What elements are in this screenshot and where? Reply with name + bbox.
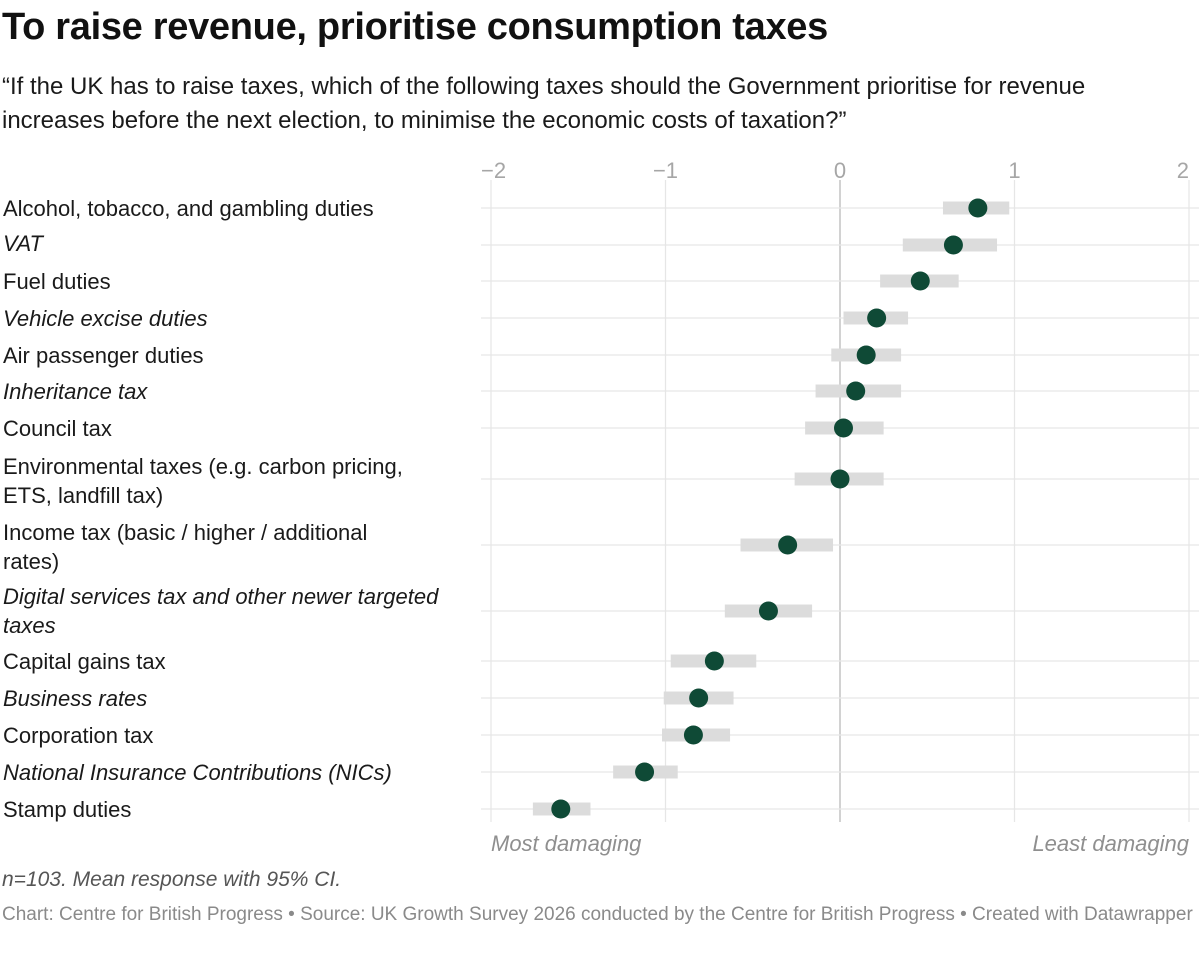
category-label-line: taxes [3, 613, 56, 638]
category-label-line: Environmental taxes (e.g. carbon pricing… [3, 454, 403, 479]
mean-dot [856, 345, 876, 365]
axis-end-labels: Most damaging Least damaging [491, 831, 1190, 856]
mean-dot [830, 469, 850, 489]
category-label: Stamp duties [3, 797, 131, 822]
source-footer: Chart: Centre for British Progress • Sou… [2, 904, 1193, 925]
sample-note: n=103. Mean response with 95% CI. [2, 868, 342, 891]
category-label-line: Income tax (basic / higher / additional [3, 520, 367, 545]
mean-dot [689, 688, 709, 708]
chart-subtitle: “If the UK has to raise taxes, which of … [2, 73, 1086, 134]
x-axis-ticks: −2 −1 0 1 2 [481, 158, 1189, 183]
x-end-label-left: Most damaging [491, 831, 642, 856]
category-label: Corporation tax [3, 723, 153, 748]
category-label: Council tax [3, 416, 112, 441]
category-label: Alcohol, tobacco, and gambling duties [3, 196, 374, 221]
category-label: Digital services tax and other newer tar… [3, 584, 439, 638]
category-label-line: VAT [3, 231, 45, 256]
chart-title: To raise revenue, prioritise consumption… [2, 6, 828, 48]
mean-dot [910, 271, 930, 291]
category-label-line: Business rates [3, 686, 147, 711]
x-tick-label: 0 [834, 158, 846, 183]
category-label-line: Corporation tax [3, 723, 153, 748]
category-label: Vehicle excise duties [3, 306, 208, 331]
mean-dot [968, 198, 988, 218]
category-label: Environmental taxes (e.g. carbon pricing… [3, 454, 403, 508]
category-label-line: Fuel duties [3, 269, 111, 294]
category-label: Income tax (basic / higher / additional r… [3, 520, 367, 574]
data-marks [532, 198, 1010, 819]
category-label: Inheritance tax [3, 379, 148, 404]
x-tick-label: 2 [1177, 158, 1189, 183]
mean-dot [683, 725, 703, 745]
mean-dot [635, 762, 655, 782]
category-label-line: Inheritance tax [3, 379, 148, 404]
grid-layer [481, 180, 1199, 822]
category-labels: Alcohol, tobacco, and gambling duties VAT… [3, 196, 439, 822]
x-tick-label: −1 [653, 158, 678, 183]
mean-dot [778, 535, 798, 555]
category-label-line: rates) [3, 549, 59, 574]
mean-dot [846, 381, 866, 401]
mean-dot [758, 601, 778, 621]
x-tick-label: −2 [481, 158, 506, 183]
x-tick-label: 1 [1008, 158, 1020, 183]
category-label-line: Council tax [3, 416, 112, 441]
dot-plot-chart: −2 −1 0 1 2 Alcohol, tobacco, and gambling d… [3, 158, 1199, 856]
category-label-line: Digital services tax and other newer tar… [3, 584, 439, 609]
category-label: National Insurance Contributions (NICs) [3, 760, 392, 785]
mean-dot [704, 651, 724, 671]
mean-dot [551, 799, 571, 819]
category-label-line: ETS, landfill tax) [3, 483, 163, 508]
category-label: Capital gains tax [3, 649, 166, 674]
mean-dot [833, 418, 853, 438]
mean-dot [943, 235, 963, 255]
mean-dot [867, 308, 887, 328]
category-label: Air passenger duties [3, 343, 204, 368]
x-end-label-right: Least damaging [1032, 831, 1189, 856]
category-label-line: Stamp duties [3, 797, 131, 822]
category-label: VAT [3, 231, 45, 256]
category-label-line: Vehicle excise duties [3, 306, 208, 331]
category-label-line: Alcohol, tobacco, and gambling duties [3, 196, 374, 221]
category-label: Fuel duties [3, 269, 111, 294]
category-label-line: Air passenger duties [3, 343, 204, 368]
category-label-line: National Insurance Contributions (NICs) [3, 760, 392, 785]
category-label-line: Capital gains tax [3, 649, 166, 674]
category-label: Business rates [3, 686, 147, 711]
